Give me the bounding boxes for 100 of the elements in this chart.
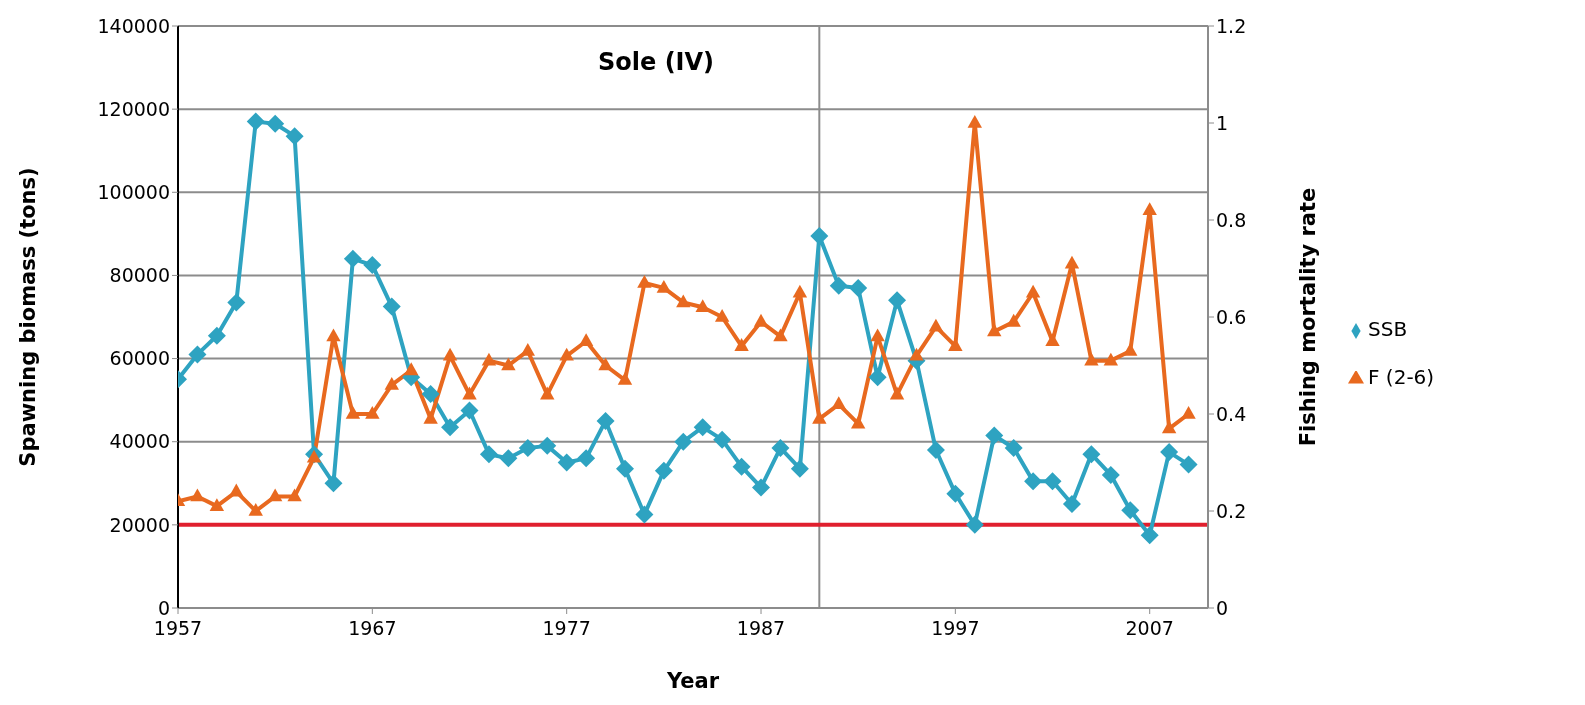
point — [481, 352, 497, 366]
point — [423, 410, 438, 424]
point — [792, 284, 808, 298]
point — [771, 438, 790, 457]
point — [188, 345, 207, 364]
point — [578, 333, 594, 347]
x-tick-label: 1967 — [348, 617, 397, 640]
y-tick-label: 120000 — [97, 97, 170, 120]
point — [987, 323, 1002, 337]
point — [654, 461, 673, 480]
point — [850, 415, 866, 429]
y-tick-label: 40000 — [109, 430, 170, 453]
point — [810, 226, 829, 245]
x-tick-label: 1997 — [931, 617, 980, 640]
point — [404, 362, 419, 376]
x-tick-label: 2007 — [1125, 617, 1174, 640]
point — [1179, 455, 1198, 474]
point — [752, 478, 771, 497]
point — [365, 406, 380, 419]
y2-tick-label: 0.8 — [1216, 208, 1247, 231]
point — [676, 294, 691, 308]
point — [637, 275, 652, 288]
text: Sole (IV) — [598, 48, 715, 76]
y-tick-label: 0 — [157, 596, 170, 619]
y-tick-label: 60000 — [109, 347, 170, 370]
point — [656, 279, 672, 293]
point — [714, 309, 730, 322]
point — [1160, 443, 1179, 462]
point — [965, 515, 984, 534]
legend-label: SSB — [1368, 317, 1408, 341]
point — [501, 357, 516, 371]
point — [1045, 333, 1060, 347]
point — [343, 249, 362, 268]
point — [773, 328, 788, 342]
point — [870, 328, 885, 342]
point — [577, 449, 596, 468]
point — [421, 384, 440, 403]
point — [1004, 438, 1023, 457]
point — [190, 488, 205, 502]
point — [227, 293, 246, 312]
point — [926, 441, 945, 460]
point — [285, 127, 304, 146]
point — [1181, 406, 1196, 419]
point — [557, 453, 576, 472]
point — [1024, 472, 1043, 491]
point — [1064, 255, 1080, 269]
point — [615, 459, 634, 478]
point — [888, 291, 907, 310]
point — [518, 438, 537, 457]
point — [1082, 445, 1101, 464]
point — [1103, 352, 1119, 366]
y-axis-title: Spawning biomass (tons) — [16, 167, 41, 467]
point — [267, 488, 283, 502]
point — [538, 436, 557, 455]
point — [382, 297, 401, 316]
point — [732, 457, 751, 476]
point — [1043, 472, 1062, 491]
point — [209, 498, 225, 511]
point — [928, 318, 944, 332]
point — [1121, 501, 1140, 520]
point — [985, 426, 1004, 445]
point — [617, 372, 633, 385]
point — [1062, 495, 1081, 514]
y-tick-label: 20000 — [109, 513, 170, 536]
point — [499, 449, 518, 468]
y-tick-label: 80000 — [109, 264, 170, 287]
point — [598, 357, 613, 371]
point — [753, 313, 769, 327]
y2-tick-label: 0.6 — [1216, 305, 1247, 328]
point — [946, 484, 965, 503]
point — [441, 418, 460, 437]
point — [345, 406, 361, 419]
y2-tick-label: 0.2 — [1216, 499, 1247, 522]
x-axis-title: Year — [665, 669, 720, 693]
point — [462, 386, 477, 400]
x-tick-label: 1957 — [153, 617, 203, 640]
point — [442, 347, 458, 361]
point — [693, 418, 712, 437]
y2-axis-title: Fishing mortality rate — [1296, 187, 1321, 447]
y2-tick-label: 1 — [1216, 111, 1229, 134]
point — [540, 386, 555, 400]
point — [559, 347, 574, 361]
x-tick-label: 1987 — [736, 617, 786, 640]
y-tick-label: 100000 — [97, 181, 170, 204]
point — [287, 488, 302, 502]
point — [1142, 202, 1157, 216]
point — [248, 503, 263, 516]
point — [1025, 284, 1041, 298]
point — [326, 328, 341, 342]
point — [266, 114, 285, 133]
point — [363, 256, 382, 275]
point — [889, 386, 905, 400]
point — [1006, 313, 1021, 327]
point — [849, 278, 868, 297]
point — [635, 505, 654, 524]
point — [734, 338, 749, 351]
y2-tick-label: 1.2 — [1216, 14, 1247, 37]
point — [1140, 526, 1159, 545]
point — [674, 432, 693, 451]
point — [1101, 465, 1120, 484]
